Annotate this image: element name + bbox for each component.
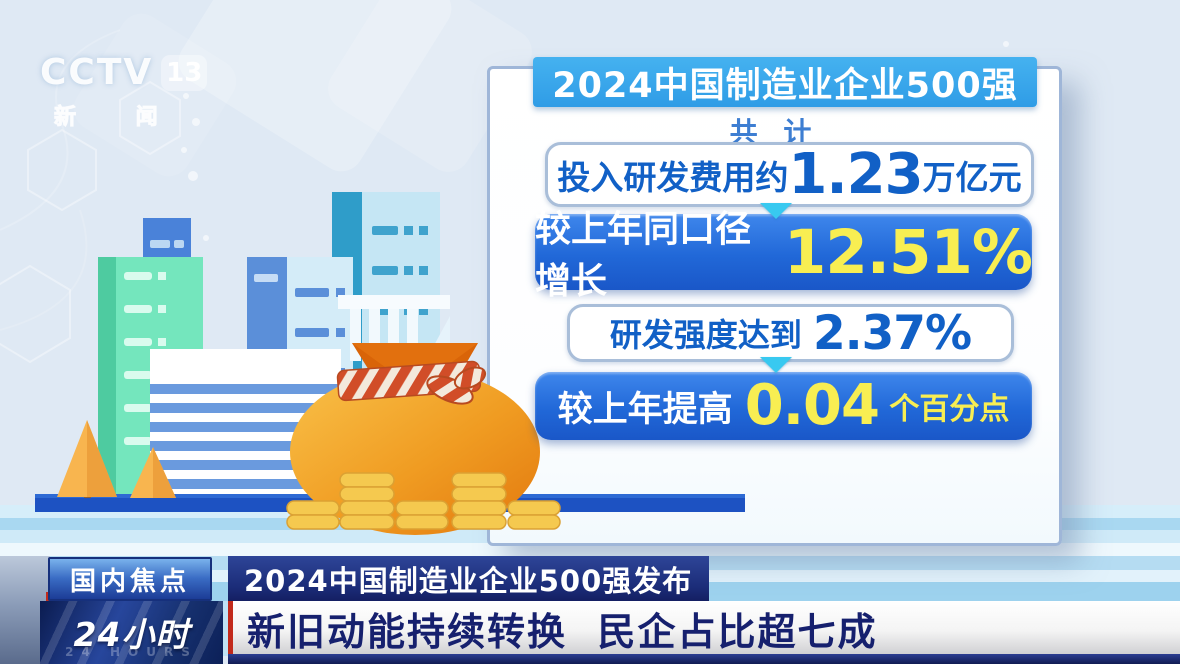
channel-logo: CCTV 13 新 闻 [40,52,220,131]
headline-bar: 新旧动能持续转换 民企占比超七成 [228,601,1180,655]
building-striped [150,349,341,494]
panel-title: 2024中国制造业企业500强 [533,57,1037,107]
program-logo: 24小时 24 HOURS [40,601,223,664]
stat-value: 12.51% [783,216,1033,288]
program-name: 24小时 [73,615,190,654]
stat-suffix: 万亿元 [922,157,1022,197]
stat-value: 0.04 [744,373,880,438]
category-badge: 国内焦点 [48,557,212,601]
bottom-strip [228,654,1180,664]
stat-prefix: 较上年提高 [557,389,745,430]
stat-prefix: 研发强度达到 [609,316,814,354]
trees [57,420,176,498]
building-mint [98,257,203,494]
stat-row-intensity-gain: 较上年提高 0.04 个百分点 [535,372,1032,440]
logo-streaks [40,601,223,664]
stat-row-rd-spend: 投入研发费用约 1.23 万亿元 [545,142,1034,207]
topic-bar: 2024中国制造业企业500强发布 [228,556,709,601]
stat-suffix: 个百分点 [878,392,1010,427]
stat-row-rd-growth: 较上年同口径增长 12.51% [535,209,1033,302]
building-teal [332,192,440,494]
building-center-blue [247,257,353,494]
stat-prefix: 较上年同口径增长 [535,209,752,302]
channel-subtitle: 新 闻 [54,105,184,131]
channel-name: CCTV [40,52,154,93]
building-colonnade [338,295,450,361]
stat-prefix: 投入研发费用约 [557,157,789,197]
arrow-down-icon [760,357,792,373]
channel-number-badge: 13 [161,54,208,91]
building-dark-blue [143,218,191,378]
program-name-en: 24 HOURS [65,645,198,659]
stat-row-rd-intensity: 研发强度达到 2.37% [567,304,1014,362]
arrow-down-icon [760,203,792,219]
stat-value: 2.37% [813,305,972,361]
stat-value: 1.23 [788,141,923,207]
